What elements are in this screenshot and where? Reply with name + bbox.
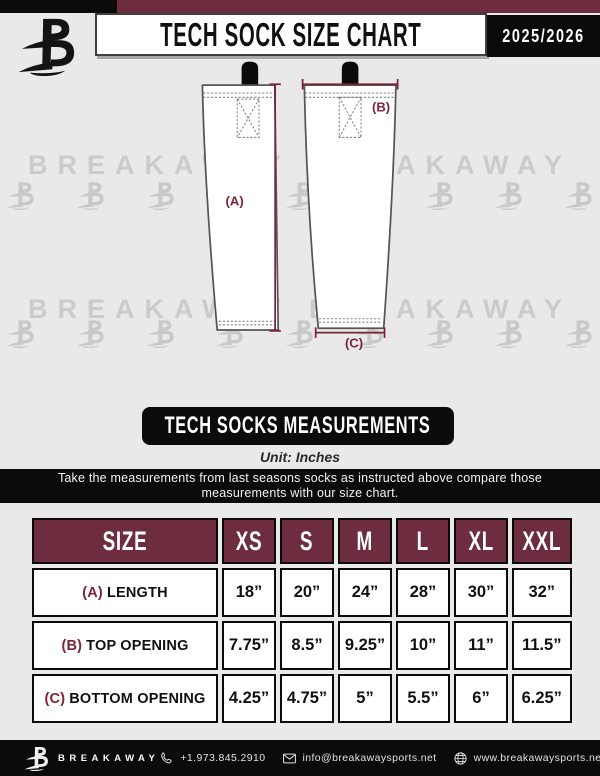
size-chart-table: SIZE XS S M L XL XXL (A) LENGTH 18” 20” 2… — [28, 514, 576, 727]
email-address: info@breakawaysports.net — [302, 752, 437, 764]
bottom-stitch-lines — [319, 318, 382, 323]
season-badge: 2025/2026 — [487, 15, 600, 57]
row-key: (C) — [44, 690, 66, 707]
website-contact: www.breakawaysports.net — [453, 751, 600, 766]
value-cell: 18” — [222, 568, 276, 617]
measurement-b-label: (B) — [372, 99, 390, 114]
measurement-a-label: (A) — [226, 193, 244, 208]
column-label: L — [416, 525, 430, 556]
header-cell-xl: XL — [454, 518, 508, 564]
sock-hanger-tab — [341, 61, 359, 86]
velcro-patch — [338, 96, 362, 138]
value-cell: 4.25” — [222, 674, 276, 723]
value-cell: 7.75” — [222, 621, 276, 670]
row-label: LENGTH — [106, 584, 168, 601]
value-cell: 8.5” — [280, 621, 334, 670]
footer-bar: BREAKAWAY +1.973.845.2910 info@breakaway… — [0, 740, 600, 776]
value-cell: 20” — [280, 568, 334, 617]
bottom-stitch-lines — [218, 320, 277, 326]
column-label: SIZE — [102, 525, 148, 556]
column-label: XL — [468, 525, 494, 556]
measurement-c: (C) — [314, 327, 386, 350]
sock-right — [303, 61, 397, 330]
header-cell-m: M — [338, 518, 392, 564]
value-cell: 10” — [396, 621, 450, 670]
season-label: 2025/2026 — [502, 25, 585, 46]
phone-contact: +1.973.845.2910 — [159, 751, 265, 766]
value-cell: 6.25” — [512, 674, 572, 723]
top-strip-black — [0, 0, 117, 13]
value-cell: 28” — [396, 568, 450, 617]
sock-body — [303, 84, 397, 330]
row-label: BOTTOM OPENING — [69, 690, 206, 707]
row-label-cell: (B) TOP OPENING — [32, 621, 218, 670]
brand-name: BREAKAWAY — [58, 752, 160, 764]
row-label-cell: (A) LENGTH — [32, 568, 218, 617]
measurements-banner: TECH SOCKS MEASUREMENTS — [142, 407, 454, 445]
top-strip-maroon — [117, 0, 600, 13]
footer-contacts: +1.973.845.2910 info@breakawaysports.net… — [159, 751, 600, 766]
breakaway-logo — [17, 14, 79, 76]
footer-brand: BREAKAWAY — [24, 745, 159, 771]
value-cell: 5.5” — [396, 674, 450, 723]
value-cell: 30” — [454, 568, 508, 617]
row-key: (A) — [82, 584, 103, 601]
table-row-top-opening: (B) TOP OPENING 7.75” 8.5” 9.25” 10” 11” … — [32, 621, 572, 670]
table-row-length: (A) LENGTH 18” 20” 24” 28” 30” 32” — [32, 568, 572, 617]
column-label: M — [356, 525, 374, 556]
velcro-patch — [236, 98, 260, 138]
table-row-bottom-opening: (C) BOTTOM OPENING 4.25” 4.75” 5” 5.5” 6”… — [32, 674, 572, 723]
measurement-a: (A) — [226, 83, 281, 332]
sock-hanger-tab — [241, 61, 259, 86]
top-stitch-lines — [203, 92, 274, 98]
phone-number: +1.973.845.2910 — [180, 752, 266, 764]
row-key: (B) — [61, 637, 83, 654]
header-cell-size: SIZE — [32, 518, 218, 564]
column-label: XXL — [522, 525, 562, 556]
instruction-text: Take the measurements from last seasons … — [57, 471, 543, 500]
value-cell: 6” — [454, 674, 508, 723]
table-header-row: SIZE XS S M L XL XXL — [32, 518, 572, 564]
page-title: TECH SOCK SIZE CHART — [160, 15, 422, 53]
breakaway-logo-footer — [24, 745, 50, 771]
value-cell: 9.25” — [338, 621, 392, 670]
row-label: TOP OPENING — [86, 637, 189, 654]
column-label: S — [300, 525, 314, 556]
email-contact: info@breakawaysports.net — [282, 751, 437, 766]
instruction-bar: Take the measurements from last seasons … — [0, 469, 600, 503]
row-label-cell: (C) BOTTOM OPENING — [32, 674, 218, 723]
unit-label: Unit: Inches — [259, 449, 341, 465]
phone-icon — [159, 751, 174, 766]
value-cell: 24” — [338, 568, 392, 617]
value-cell: 5” — [338, 674, 392, 723]
header-cell-xs: XS — [222, 518, 276, 564]
envelope-icon — [282, 751, 297, 766]
value-cell: 32” — [512, 568, 572, 617]
measurement-b: (B) — [301, 79, 399, 114]
sock-measurement-diagram: (A) (B) (C) — [201, 61, 399, 350]
header-cell-xxl: XXL — [512, 518, 572, 564]
globe-icon — [453, 751, 468, 766]
sock-left — [201, 61, 280, 331]
value-cell: 4.75” — [280, 674, 334, 723]
website-url: www.breakawaysports.net — [473, 752, 600, 764]
column-label: XS — [235, 525, 263, 556]
measurements-banner-label: TECH SOCKS MEASUREMENTS — [165, 412, 431, 439]
header-cell-l: L — [396, 518, 450, 564]
value-cell: 11.5” — [512, 621, 572, 670]
title-banner: TECH SOCK SIZE CHART — [95, 13, 487, 56]
velcro-cross — [236, 98, 260, 138]
value-cell: 11” — [454, 621, 508, 670]
measurement-c-label: (C) — [345, 335, 363, 350]
top-stitch-lines — [305, 92, 396, 98]
header-cell-s: S — [280, 518, 334, 564]
